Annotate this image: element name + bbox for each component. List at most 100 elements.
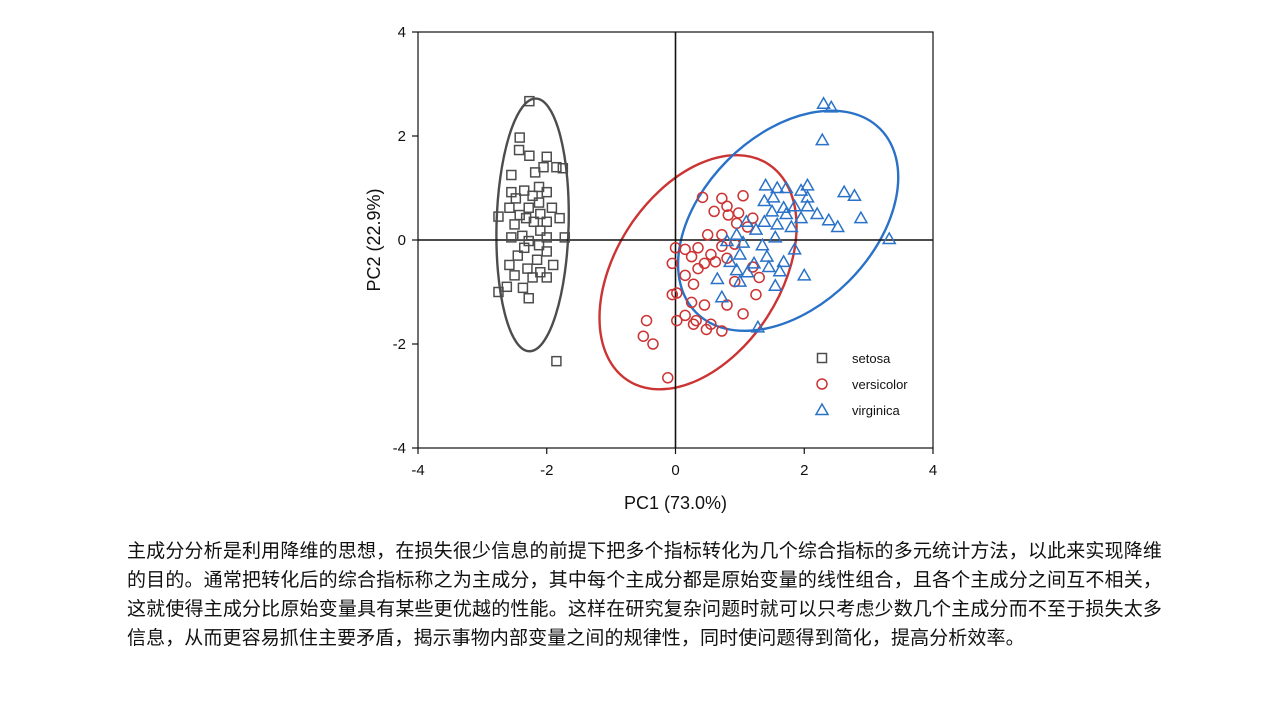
virginica-point [830, 219, 846, 233]
setosa-point [533, 197, 545, 208]
plot-area [418, 32, 933, 448]
setosa-point [541, 272, 552, 283]
virginica-point [767, 229, 783, 243]
versicolor-point [698, 299, 711, 311]
versicolor-point [722, 209, 735, 221]
virginica-point [722, 254, 738, 268]
setosa-point [547, 259, 559, 271]
setosa-point [541, 216, 552, 228]
versicolor-legend-marker [816, 378, 828, 390]
setosa-point [527, 272, 538, 283]
versicolor-point [692, 262, 704, 275]
virginica-point [764, 203, 780, 217]
setosa-point [509, 219, 520, 230]
versicolor-point [687, 278, 700, 290]
virginica-point [784, 219, 799, 233]
setosa-point [551, 161, 562, 173]
virginica-point [800, 189, 815, 203]
versicolor-point [679, 269, 691, 282]
caption-paragraph: 主成分分析是利用降维的思想，在损失很少信息的前提下把多个指标转化为几个综合指标的… [127, 540, 1162, 649]
virginica-point [740, 264, 755, 278]
y-tick-label: -2 [393, 336, 406, 353]
x-tick-label: 4 [929, 462, 937, 479]
virginica-point [767, 278, 783, 292]
x-tick-label: 0 [671, 462, 679, 479]
setosa-point [554, 212, 565, 224]
virginica-point [761, 259, 777, 273]
versicolor-point [647, 338, 659, 350]
virginica-point [755, 237, 770, 251]
setosa-point [541, 186, 552, 198]
virginica-point [757, 193, 772, 207]
virginica-legend-label: virginica [852, 403, 900, 418]
zero-lines [418, 32, 933, 448]
versicolor-point [666, 288, 679, 301]
setosa-point [535, 208, 546, 220]
setosa-point [523, 292, 534, 304]
virginica-point [881, 231, 897, 245]
virginica-point [757, 214, 772, 228]
versicolor-point [716, 325, 728, 337]
virginica-point [778, 180, 794, 194]
versicolor-point [737, 190, 749, 202]
setosa-point [493, 286, 504, 298]
virginica-point [750, 319, 766, 333]
virginica-point [769, 216, 785, 230]
virginica-point [796, 267, 812, 281]
virginica-point [772, 263, 788, 277]
versicolor-point [696, 191, 709, 204]
virginica-point [739, 214, 754, 228]
setosa-point [524, 150, 535, 162]
x-axis-label: PC1 (73.0%) [624, 493, 727, 513]
versicolor-point [679, 309, 691, 322]
virginica-point [766, 189, 781, 203]
setosa-point [510, 193, 522, 204]
virginica-point [836, 184, 852, 198]
virginica-point [821, 212, 837, 226]
versicolor-point [708, 205, 720, 218]
virginica-point [732, 274, 748, 287]
versicolor-point [737, 308, 749, 320]
virginica-point [759, 249, 775, 262]
x-tick-label: 2 [800, 462, 808, 479]
setosa-point [520, 212, 532, 224]
virginica-point [732, 247, 748, 260]
virginica-point [793, 210, 809, 224]
versicolor-ellipse [598, 153, 798, 391]
setosa-point [559, 232, 571, 243]
legend: setosa versicolor virginica [814, 351, 908, 418]
versicolor-point [750, 288, 762, 301]
setosa-point [531, 254, 543, 266]
virginica-point [800, 198, 815, 212]
versicolor-point [662, 372, 674, 384]
setosa-point [546, 202, 558, 214]
setosa-point [535, 225, 546, 236]
virginica-point [729, 262, 744, 276]
setosa-point [513, 144, 525, 156]
versicolor-point [701, 229, 714, 241]
setosa-point [514, 132, 525, 143]
virginica-point [729, 227, 744, 241]
versicolor-point [753, 271, 765, 284]
virginica-point [735, 235, 751, 248]
setosa-point [523, 202, 534, 214]
virginica-legend-marker [814, 402, 830, 416]
setosa-point [517, 282, 529, 294]
setosa-point [522, 263, 533, 274]
virginica-point [823, 99, 839, 113]
setosa-point [506, 232, 517, 243]
y-tick-label: 4 [398, 24, 406, 41]
x-tick-label: -4 [411, 462, 424, 479]
versicolor-legend-label: versicolor [852, 377, 908, 392]
virginica-point [758, 177, 773, 191]
setosa-legend-marker [816, 352, 828, 364]
virginica-point [776, 254, 791, 268]
versicolor-point [698, 257, 711, 270]
virginica-point [710, 271, 725, 285]
virginica-point [748, 222, 764, 235]
virginica-point [746, 255, 762, 269]
setosa-point [504, 202, 515, 214]
virginica-point [847, 188, 862, 202]
setosa-ellipse [495, 97, 570, 353]
setosa-point [557, 162, 569, 174]
